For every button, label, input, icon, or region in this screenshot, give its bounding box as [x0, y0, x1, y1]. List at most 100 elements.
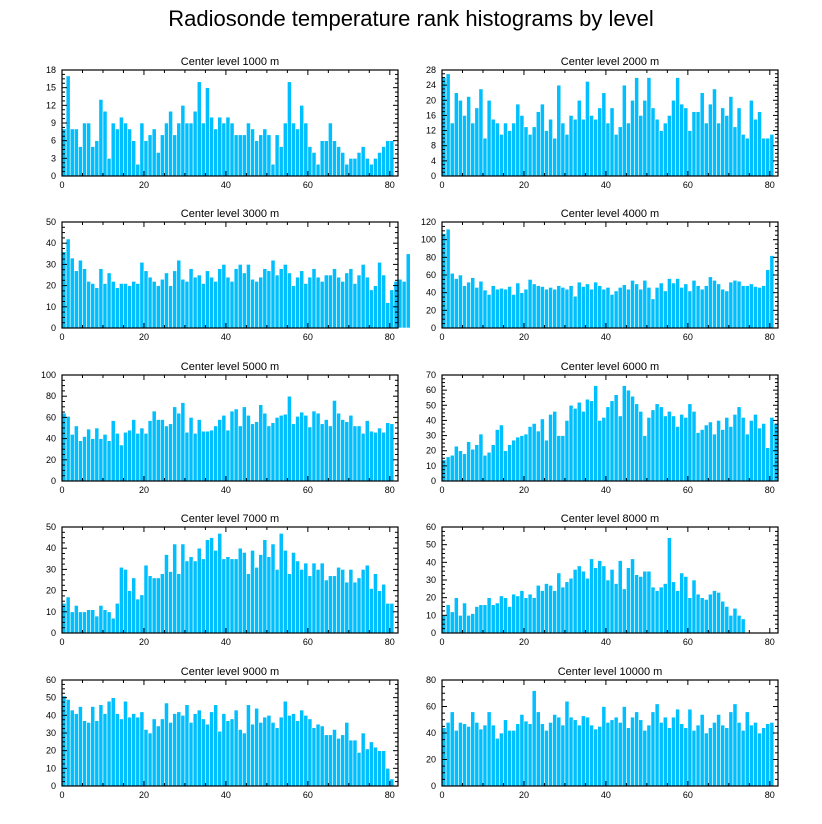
- bar: [683, 727, 689, 787]
- y-tick-label: 40: [426, 415, 436, 425]
- x-tick-label: 60: [683, 485, 693, 495]
- y-tick-label: 30: [46, 259, 56, 269]
- y-tick-label: 50: [46, 217, 56, 227]
- bar: [667, 727, 672, 787]
- bar: [630, 716, 635, 787]
- bar: [462, 723, 467, 787]
- y-tick-label: 20: [46, 586, 56, 596]
- bar: [724, 727, 730, 787]
- y-tick-label: 0: [51, 323, 56, 333]
- y-tick-label: 50: [46, 693, 56, 703]
- bar: [720, 724, 726, 787]
- x-tick-label: 80: [385, 637, 395, 647]
- x-tick-label: 0: [439, 332, 444, 342]
- bar: [490, 724, 496, 787]
- y-tick-label: 60: [426, 270, 436, 280]
- x-tick-label: 60: [683, 637, 693, 647]
- x-tick-label: 40: [221, 180, 231, 190]
- bar: [458, 722, 463, 787]
- bar: [519, 714, 525, 787]
- bar: [511, 730, 517, 787]
- x-tick-label: 40: [601, 180, 611, 190]
- x-tick-label: 40: [221, 790, 231, 800]
- y-tick-label: 8: [431, 141, 436, 151]
- panel-title: Center level 6000 m: [561, 361, 659, 373]
- panel-title: Center level 8000 m: [561, 513, 659, 525]
- bar: [671, 716, 676, 787]
- y-tick-label: 30: [426, 575, 436, 585]
- bar: [703, 732, 709, 787]
- bar: [757, 732, 762, 787]
- y-tick-label: 60: [426, 702, 436, 712]
- x-tick-label: 20: [519, 180, 529, 190]
- bar: [740, 730, 746, 787]
- panel-title: Center level 2000 m: [561, 56, 659, 68]
- bar: [540, 723, 545, 787]
- y-tick-label: 80: [426, 675, 436, 685]
- bar: [576, 724, 582, 787]
- bar: [441, 727, 447, 787]
- bar: [687, 708, 693, 787]
- bar: [552, 714, 558, 787]
- x-tick-label: 80: [765, 790, 775, 800]
- x-tick-label: 80: [385, 332, 395, 342]
- bar: [753, 722, 758, 787]
- bar: [716, 714, 721, 787]
- x-tick-label: 20: [519, 485, 529, 495]
- y-tick-label: 12: [46, 100, 56, 110]
- x-tick-label: 20: [519, 332, 529, 342]
- y-tick-label: 0: [431, 781, 436, 791]
- y-tick-label: 80: [426, 252, 436, 262]
- y-tick-label: 0: [431, 476, 436, 486]
- y-tick-label: 0: [51, 171, 56, 181]
- y-tick-label: 60: [426, 385, 436, 395]
- panel-title: Center level 3000 m: [181, 208, 279, 220]
- x-tick-label: 60: [303, 790, 313, 800]
- bar: [654, 703, 660, 787]
- bar: [626, 727, 631, 787]
- x-tick-label: 40: [221, 332, 231, 342]
- bar: [658, 722, 664, 787]
- y-tick-label: 80: [46, 391, 56, 401]
- bar: [515, 723, 521, 787]
- x-tick-label: 60: [303, 332, 313, 342]
- x-tick-label: 0: [59, 485, 64, 495]
- x-tick-label: 20: [139, 332, 149, 342]
- x-tick-label: 60: [683, 180, 693, 190]
- y-tick-label: 20: [46, 281, 56, 291]
- x-tick-label: 80: [765, 637, 775, 647]
- y-tick-label: 40: [426, 288, 436, 298]
- y-tick-label: 50: [46, 522, 56, 532]
- bar: [572, 719, 578, 787]
- x-tick-label: 60: [303, 180, 313, 190]
- bar: [560, 724, 566, 787]
- bar: [581, 715, 586, 787]
- bar: [675, 708, 680, 787]
- x-tick-label: 0: [59, 790, 64, 800]
- bar: [597, 726, 603, 787]
- panel-title: Center level 7000 m: [181, 513, 279, 525]
- bar: [507, 730, 512, 787]
- y-tick-label: 4: [431, 156, 436, 166]
- x-tick-label: 0: [59, 180, 64, 190]
- x-tick-label: 20: [139, 180, 149, 190]
- y-tick-label: 20: [426, 305, 436, 315]
- bar: [650, 711, 656, 787]
- y-tick-label: 60: [426, 522, 436, 532]
- x-tick-label: 60: [683, 332, 693, 342]
- y-tick-label: 30: [46, 728, 56, 738]
- y-tick-label: 16: [426, 110, 436, 120]
- bar: [749, 724, 754, 787]
- bar: [769, 722, 775, 787]
- y-tick-label: 50: [426, 400, 436, 410]
- x-tick-label: 0: [59, 332, 64, 342]
- x-tick-label: 40: [601, 637, 611, 647]
- bar: [453, 730, 459, 787]
- bar: [679, 723, 685, 787]
- y-tick-label: 15: [46, 83, 56, 93]
- bar: [601, 706, 607, 787]
- bar: [761, 727, 767, 787]
